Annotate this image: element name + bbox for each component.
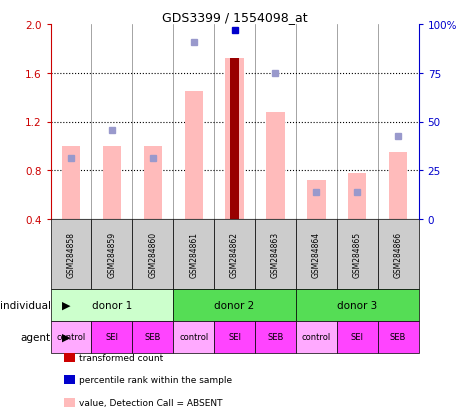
Bar [173,289,295,321]
Bar [295,289,418,321]
Bar [230,59,238,219]
Text: individual: individual [0,300,50,310]
Text: ▶: ▶ [62,332,70,342]
Bar [347,173,366,219]
Text: GSM284859: GSM284859 [107,231,116,278]
Bar [254,219,295,289]
Bar [295,321,336,353]
Text: GSM284863: GSM284863 [270,231,280,278]
Text: transformed count: transformed count [79,353,163,362]
Text: GSM284861: GSM284861 [189,231,198,277]
Text: SEB: SEB [144,333,161,342]
Bar [336,321,377,353]
Title: GDS3399 / 1554098_at: GDS3399 / 1554098_at [162,11,307,24]
Text: donor 3: donor 3 [336,300,376,310]
Bar [132,321,173,353]
Bar [132,219,173,289]
Text: donor 2: donor 2 [214,300,254,310]
Bar [50,321,91,353]
Text: control: control [301,333,330,342]
Bar [173,321,214,353]
Bar [388,152,407,219]
Text: SEI: SEI [228,333,241,342]
Bar [50,219,91,289]
Text: control: control [56,333,85,342]
Bar [50,289,173,321]
Bar [184,92,202,219]
Text: GSM284862: GSM284862 [230,231,239,277]
Text: control: control [179,333,208,342]
Text: percentile rank within the sample: percentile rank within the sample [79,375,232,385]
Text: SEB: SEB [267,333,283,342]
Bar [173,219,214,289]
Text: donor 1: donor 1 [92,300,132,310]
Text: GSM284858: GSM284858 [67,231,75,277]
Bar [225,59,243,219]
Bar [102,147,121,219]
Bar [62,147,80,219]
Bar [214,219,254,289]
Text: SEB: SEB [389,333,405,342]
Bar [254,321,295,353]
Text: ▶: ▶ [62,300,70,310]
Bar [266,112,284,219]
Bar [307,180,325,219]
Bar [377,219,418,289]
Bar [295,219,336,289]
Text: GSM284860: GSM284860 [148,231,157,278]
Text: SEI: SEI [105,333,118,342]
Text: GSM284864: GSM284864 [311,231,320,278]
Bar [336,219,377,289]
Bar [91,321,132,353]
Text: GSM284865: GSM284865 [352,231,361,278]
Text: GSM284866: GSM284866 [393,231,402,278]
Bar [91,219,132,289]
Text: SEI: SEI [350,333,363,342]
Text: agent: agent [21,332,50,342]
Bar [143,147,162,219]
Bar [377,321,418,353]
Text: value, Detection Call = ABSENT: value, Detection Call = ABSENT [79,398,222,407]
Bar [214,321,254,353]
